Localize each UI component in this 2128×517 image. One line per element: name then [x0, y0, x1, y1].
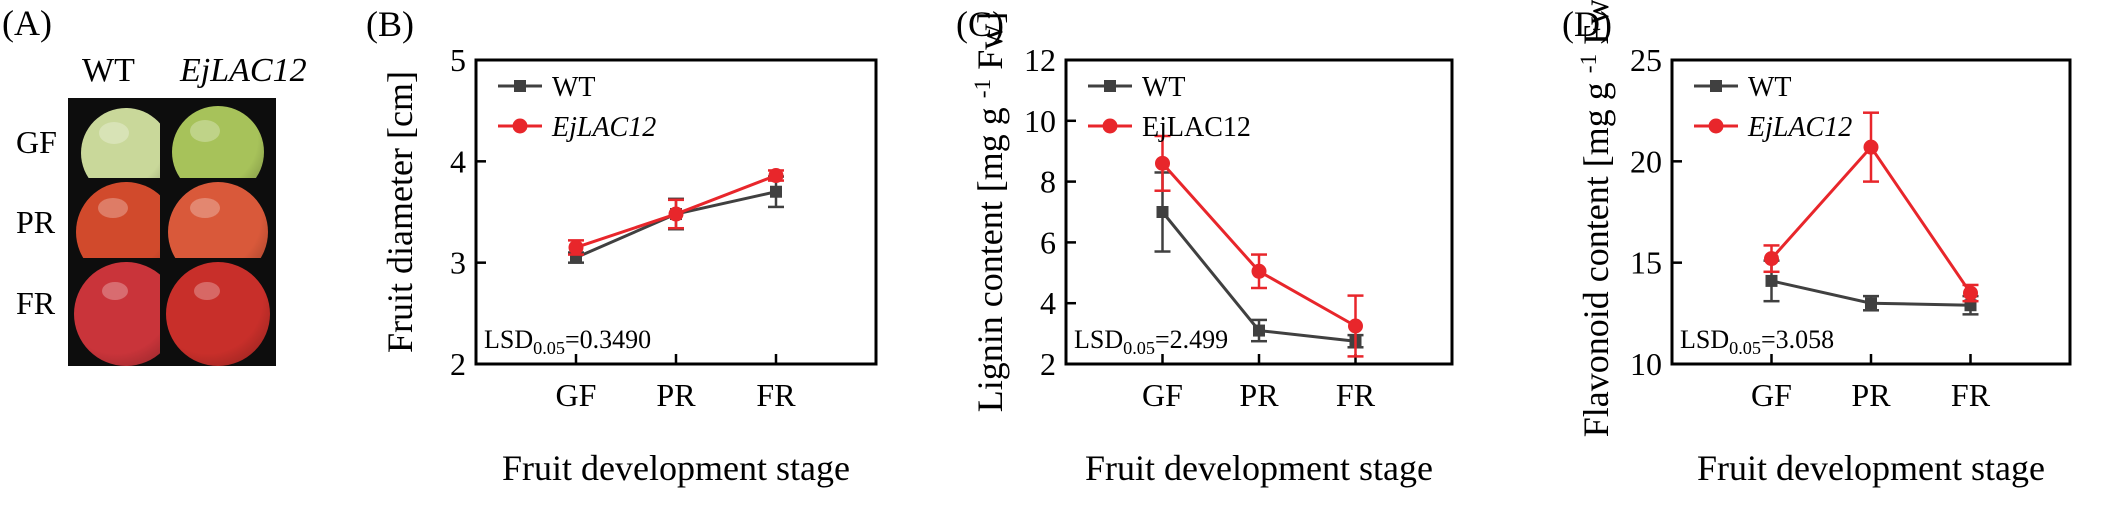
- legend-label: WT: [1748, 72, 1792, 103]
- y-tick-label: 12: [1024, 42, 1056, 78]
- y-tick-label: 8: [1040, 164, 1056, 200]
- lsd-annotation: LSD0.05=0.3490: [484, 325, 651, 358]
- fruit-photo-panel: (A) WT EjLAC12 GF PR FR: [0, 0, 360, 517]
- data-point-ejlac12: [1863, 139, 1879, 155]
- plot-frame: [1064, 58, 1454, 366]
- x-axis-title: Fruit development stage: [1697, 448, 2045, 488]
- legend-marker: [1708, 118, 1724, 134]
- legend-marker: [1710, 80, 1722, 92]
- y-tick-label: 2: [450, 346, 466, 382]
- y-tick-label: 15: [1630, 245, 1662, 281]
- y-tick-label: 25: [1630, 42, 1662, 78]
- column-header-wt: WT: [82, 52, 135, 89]
- panel-label: (C): [956, 4, 1004, 44]
- x-tick-label: FR: [756, 377, 796, 413]
- plot-frame: [1670, 58, 2072, 366]
- legend-label: WT: [1142, 72, 1186, 103]
- data-point-ejlac12: [1155, 155, 1170, 171]
- legend-marker: [512, 118, 528, 134]
- lsd-annotation: LSD0.05=2.499: [1074, 325, 1228, 358]
- x-tick-label: PR: [1239, 377, 1279, 413]
- y-tick-label: 4: [450, 143, 466, 179]
- chart-panel-b: (B) 2 3 4 5 GF PR FR Fruit development stage Frui…: [366, 4, 878, 488]
- fruit-image: [166, 262, 270, 366]
- row-label-fr: FR: [16, 285, 56, 321]
- column-header-ejlac12: EjLAC12: [180, 52, 307, 89]
- legend-label: EjLAC12: [1142, 112, 1251, 143]
- legend-label: WT: [552, 72, 596, 103]
- data-point-wt: [1156, 206, 1169, 218]
- x-tick-label: GF: [1142, 377, 1183, 413]
- x-axis-title: Fruit development stage: [502, 448, 850, 488]
- row-label-gf: GF: [16, 124, 57, 160]
- data-point-wt: [770, 185, 782, 198]
- chart-panel-c: (C) 2 4 6 8 10 12 GF PR FR Fruit development stage…: [956, 4, 1454, 488]
- panel-label: (D): [1562, 4, 1612, 44]
- series-line-ejlac12: [1161, 162, 1357, 328]
- legend-label: EjLAC12: [1747, 112, 1852, 143]
- legend-marker: [1102, 118, 1118, 134]
- legend-marker: [1104, 80, 1116, 92]
- data-point-wt: [1765, 274, 1778, 287]
- data-point-wt: [1865, 297, 1877, 310]
- y-tick-label: 4: [1040, 285, 1056, 321]
- data-point-ejlac12: [1764, 251, 1779, 267]
- row-label-pr: PR: [16, 204, 56, 240]
- lsd-annotation: LSD0.05=3.058: [1680, 325, 1834, 358]
- panel-label-a: (A): [2, 3, 52, 43]
- y-axis-title: Fruit diameter [cm]: [380, 71, 420, 353]
- y-tick-label: 3: [450, 245, 466, 281]
- chart-panel-d: (D) 10 15 20 25 GF PR FR Fruit development stage…: [1562, 0, 2072, 488]
- x-tick-label: FR: [1951, 377, 1991, 413]
- y-tick-label: 10: [1630, 346, 1662, 382]
- x-axis-title: Fruit development stage: [1085, 448, 1433, 488]
- fruit-photo-ejlac12-fr: [160, 258, 276, 366]
- y-axis-title: Flavonoid content [mg g -1 Fw]: [1576, 0, 1616, 437]
- panel-label: (B): [366, 4, 414, 44]
- y-axis-title: Lignin content [mg g -1 Fw]: [970, 12, 1010, 412]
- data-point-ejlac12: [768, 168, 784, 184]
- y-tick-label: 5: [450, 42, 466, 78]
- legend-label: EjLAC12: [551, 112, 656, 143]
- data-point-ejlac12: [1348, 318, 1363, 334]
- data-point-wt: [1253, 324, 1265, 337]
- legend-marker: [514, 80, 526, 92]
- data-point-ejlac12: [568, 239, 584, 255]
- data-point-ejlac12: [1251, 263, 1267, 279]
- y-tick-label: 6: [1040, 224, 1056, 260]
- x-tick-label: GF: [1751, 377, 1792, 413]
- x-tick-label: PR: [1851, 377, 1891, 413]
- y-tick-label: 20: [1630, 143, 1662, 179]
- x-tick-label: PR: [656, 377, 696, 413]
- x-tick-label: FR: [1336, 377, 1376, 413]
- data-point-ejlac12: [668, 206, 684, 222]
- data-point-ejlac12: [1963, 285, 1978, 301]
- y-tick-label: 2: [1040, 346, 1056, 382]
- y-tick-label: 10: [1024, 103, 1056, 139]
- x-tick-label: GF: [556, 377, 597, 413]
